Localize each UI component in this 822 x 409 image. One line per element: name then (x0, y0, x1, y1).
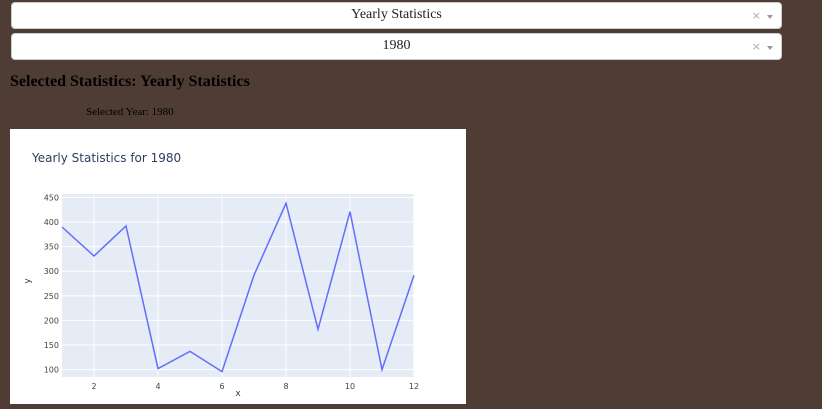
chart-title: Yearly Statistics for 1980 (31, 151, 181, 165)
y-tick-label: 150 (44, 341, 59, 350)
x-tick-label: 2 (91, 382, 96, 391)
x-tick-label: 8 (283, 382, 288, 391)
statistic-clear-icon[interactable]: × (751, 9, 761, 22)
line-chart[interactable]: Yearly Statistics for 1980 100 150 200 250 3… (10, 129, 466, 404)
y-axis-label: y (23, 278, 33, 284)
y-tick-label: 400 (44, 218, 59, 227)
year-clear-icon[interactable]: × (751, 40, 761, 53)
selected-year-text: Selected Year: 1980 (86, 106, 174, 118)
data-point[interactable] (413, 274, 415, 276)
data-point[interactable] (93, 255, 95, 257)
statistic-dropdown-value: Yearly Statistics (351, 7, 442, 22)
year-dropdown[interactable]: 1980 × (11, 33, 782, 60)
chart-card: Yearly Statistics for 1980 100 150 200 250 3… (10, 129, 466, 404)
data-point[interactable] (285, 202, 287, 204)
data-point[interactable] (157, 368, 159, 370)
plot-area (62, 194, 414, 377)
year-chevron-down-icon[interactable] (767, 46, 773, 50)
data-point[interactable] (61, 226, 63, 228)
x-tick-label: 4 (155, 382, 160, 391)
x-tick-label: 10 (345, 382, 355, 391)
y-tick-label: 450 (44, 193, 59, 202)
selected-statistics-heading: Selected Statistics: Yearly Statistics (10, 73, 250, 90)
data-point[interactable] (253, 274, 255, 276)
statistic-chevron-down-icon[interactable] (767, 15, 773, 19)
data-point[interactable] (189, 350, 191, 352)
statistic-dropdown[interactable]: Yearly Statistics × (11, 2, 782, 29)
y-tick-label: 100 (44, 366, 59, 375)
data-point[interactable] (349, 211, 351, 213)
data-point[interactable] (221, 371, 223, 373)
y-tick-label: 350 (44, 243, 59, 252)
series-line (61, 201, 415, 373)
data-point[interactable] (317, 328, 319, 330)
x-tick-label: 6 (219, 382, 224, 391)
data-point[interactable] (125, 225, 127, 227)
x-tick-label: 12 (409, 382, 419, 391)
data-point[interactable] (381, 369, 383, 371)
year-dropdown-value: 1980 (382, 38, 411, 53)
x-axis-label: x (235, 389, 241, 399)
y-tick-label: 200 (44, 316, 59, 325)
y-tick-label: 300 (44, 267, 59, 276)
y-tick-label: 250 (44, 292, 59, 301)
